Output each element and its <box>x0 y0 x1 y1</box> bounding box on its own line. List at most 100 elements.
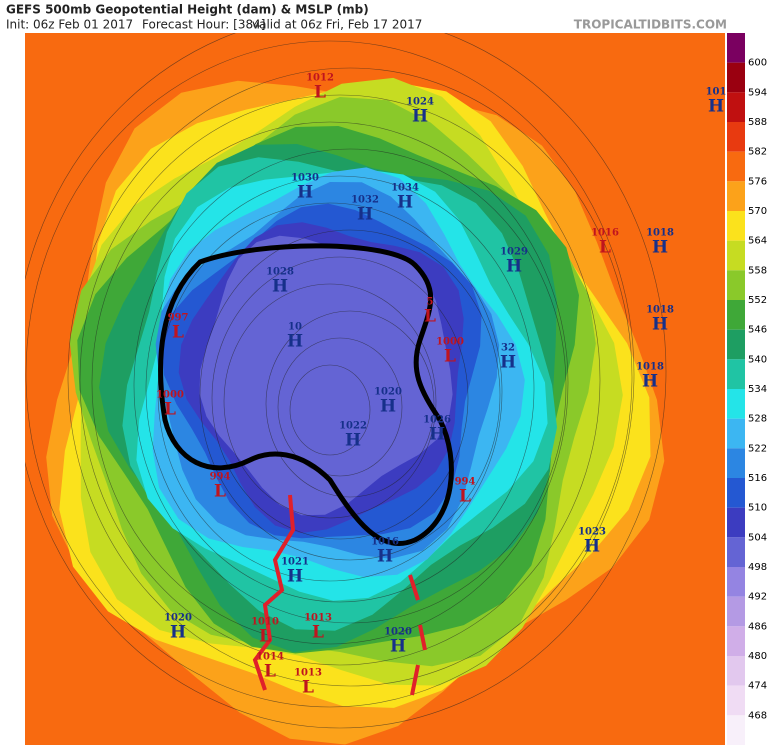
center-value: 32 <box>501 343 515 354</box>
center-letter: H <box>380 397 396 417</box>
colorbar: 600 594 588 582 576 570 564 558 552 546 540 534 528 5… <box>727 33 767 745</box>
colorbar-cell <box>727 418 745 449</box>
colorbar-label: 516 <box>748 473 767 484</box>
isobar <box>277 337 403 477</box>
colorbar-label: 540 <box>748 354 767 365</box>
colorbar-label: 522 <box>748 443 767 454</box>
colorbar-cell <box>727 685 745 716</box>
isobar <box>289 364 371 456</box>
center-value: 1013 <box>294 668 322 679</box>
valid-time: valid at 06z Fri, Feb 17 2017 <box>252 18 422 32</box>
center-value: 1018 <box>646 228 674 239</box>
trough-outline <box>158 243 454 547</box>
center-letter: L <box>302 678 314 698</box>
colorbar-label: 468 <box>748 710 767 721</box>
center-letter: H <box>642 372 658 392</box>
colorbar-cell <box>727 448 745 478</box>
colorbar-cell <box>727 626 745 656</box>
center-value: 1016 <box>371 537 399 548</box>
colorbar-cell <box>727 181 745 211</box>
center-letter: H <box>297 183 313 203</box>
colorbar-cell <box>727 62 745 93</box>
colorbar-label: 576 <box>748 176 767 187</box>
trough-axis <box>252 494 296 691</box>
isobar <box>25 33 667 729</box>
colorbar-label: 486 <box>748 621 767 632</box>
center-letter: L <box>424 307 436 327</box>
colorbar-label: 600 <box>748 58 767 69</box>
colorbar-label: 582 <box>748 147 767 158</box>
center-value: 1000 <box>436 337 464 348</box>
center-letter: H <box>429 425 445 445</box>
isobar <box>25 40 635 708</box>
colorbar-label: 480 <box>748 651 767 662</box>
center-value: 1028 <box>266 267 294 278</box>
colorbar-label: 570 <box>748 206 767 217</box>
center-letter: H <box>652 238 668 258</box>
colorbar-cell <box>727 270 745 300</box>
isobar <box>145 175 535 603</box>
center-letter: H <box>170 623 186 643</box>
center-value: 994 <box>210 472 231 483</box>
colorbar-label: 552 <box>748 295 767 306</box>
center-value: 1034 <box>391 183 419 194</box>
center-value: 101 <box>706 87 727 98</box>
colorbar-cell <box>727 596 745 627</box>
center-letter: L <box>444 347 456 367</box>
colorbar-label: 474 <box>748 681 767 692</box>
center-value: 1026 <box>423 415 451 426</box>
map <box>25 33 725 745</box>
colorbar-label: 588 <box>748 117 767 128</box>
center-value: 1010 <box>251 617 279 628</box>
colorbar-cell <box>727 567 745 597</box>
center-letter: H <box>412 107 428 127</box>
colorbar-label: 594 <box>748 87 767 98</box>
center-value: 10 <box>288 322 302 333</box>
center-letter: H <box>272 277 288 297</box>
colorbar-cell <box>727 92 745 122</box>
center-value: 1030 <box>291 173 319 184</box>
isobar <box>265 310 435 498</box>
colorbar-cell <box>727 33 745 63</box>
center-letter: H <box>506 257 522 277</box>
colorbar-label: 492 <box>748 592 767 603</box>
center-letter: H <box>652 315 668 335</box>
center-letter: H <box>397 193 413 213</box>
colorbar-cell <box>727 478 745 508</box>
center-value: 1022 <box>339 421 367 432</box>
colorbar-label: 498 <box>748 562 767 573</box>
center-value: 997 <box>168 313 189 324</box>
center-letter: L <box>172 323 184 343</box>
center-letter: L <box>164 400 176 420</box>
center-letter: L <box>459 487 471 507</box>
center-letter: L <box>214 482 226 502</box>
center-value: 1018 <box>646 305 674 316</box>
colorbar-cell <box>727 329 745 360</box>
colorbar-label: 534 <box>748 384 767 395</box>
site-name: TROPICALTIDBITS.COM <box>574 18 727 32</box>
colorbar-label: 504 <box>748 532 767 543</box>
center-value: 1021 <box>281 557 309 568</box>
center-value: 1023 <box>578 527 606 538</box>
center-value: 1020 <box>384 627 412 638</box>
center-letter: L <box>314 83 326 103</box>
isobar <box>199 229 501 561</box>
center-value: 1032 <box>351 195 379 206</box>
colorbar-label: 510 <box>748 503 767 514</box>
init-time: Init: 06z Feb 01 2017 <box>6 18 133 32</box>
isobar <box>223 283 437 519</box>
trough-axis <box>408 574 427 696</box>
forecast-hour: Forecast Hour: [384] <box>142 18 265 32</box>
colorbar-cell <box>727 507 745 538</box>
center-value: 1012 <box>306 73 334 84</box>
colorbar-cell <box>727 656 745 686</box>
colorbar-cell <box>727 389 745 419</box>
center-letter: L <box>312 623 324 643</box>
isobar <box>79 94 601 666</box>
center-letter: L <box>264 662 276 682</box>
center-value: 1024 <box>406 97 434 108</box>
center-letter: L <box>259 627 271 647</box>
title: GEFS 500mb Geopotential Height (dam) & M… <box>6 3 369 17</box>
